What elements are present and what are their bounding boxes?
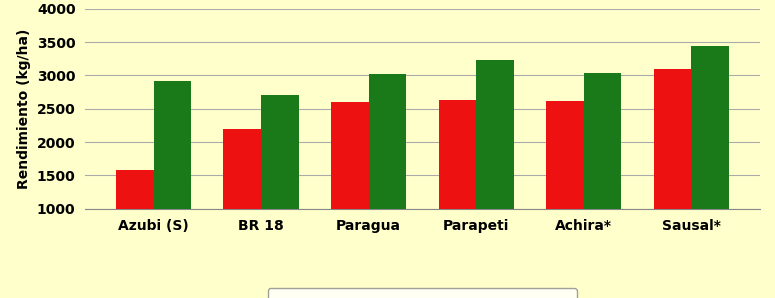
Bar	[223, 129, 261, 275]
Bar	[369, 74, 406, 275]
Bar	[153, 81, 191, 275]
Legend: Sin control, con/Fungicide: Sin control, con/Fungicide	[267, 288, 577, 298]
Bar	[691, 46, 728, 275]
Bar	[331, 102, 369, 275]
Bar	[116, 170, 153, 275]
Bar	[584, 73, 622, 275]
Y-axis label: Rendimiento (kg/ha): Rendimiento (kg/ha)	[17, 29, 31, 189]
Bar	[653, 69, 691, 275]
Bar	[261, 95, 298, 275]
Bar	[476, 60, 514, 275]
Bar	[439, 100, 476, 275]
Bar	[546, 101, 584, 275]
